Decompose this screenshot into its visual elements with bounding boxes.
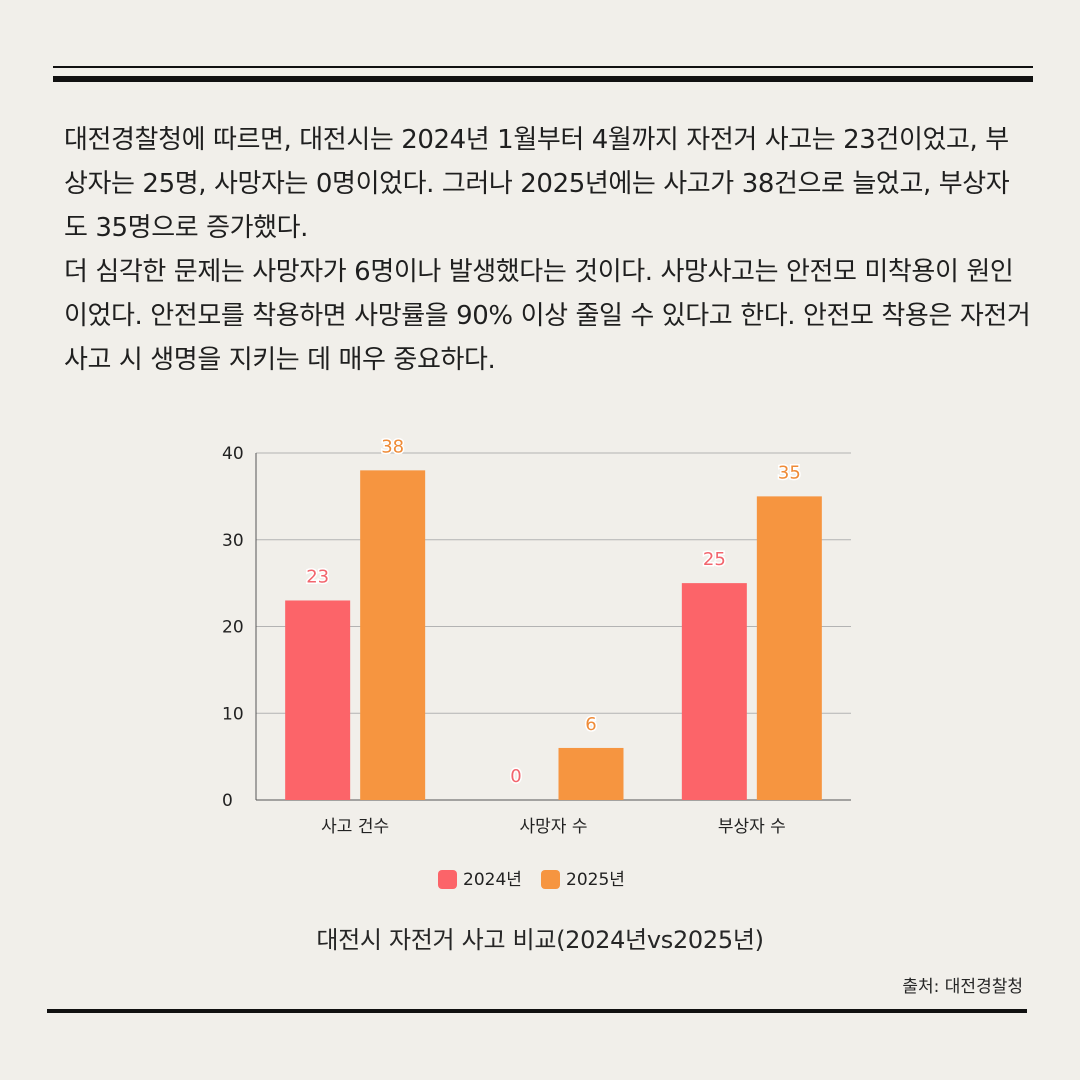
data-label: 23 — [306, 566, 329, 587]
bottom-rule — [47, 1009, 1027, 1013]
data-label: 25 — [703, 549, 726, 570]
article-body: 대전경찰청에 따르면, 대전시는 2024년 1월부터 4월까지 자전거 사고는… — [64, 118, 1032, 382]
x-tick-label: 사고 건수 — [321, 817, 389, 837]
bar — [360, 470, 426, 800]
bar — [285, 600, 351, 800]
y-tick-label: 40 — [222, 444, 244, 464]
data-label: 35 — [778, 462, 801, 483]
x-tick-label: 부상자 수 — [718, 817, 786, 837]
bar — [681, 583, 747, 800]
bar — [756, 496, 822, 800]
source-credit: 출처: 대전경찰청 — [902, 977, 1023, 997]
y-tick-label: 20 — [222, 618, 244, 638]
bar — [558, 747, 624, 800]
data-label: 6 — [585, 714, 596, 735]
legend-swatch — [438, 870, 457, 889]
x-tick-label: 사망자 수 — [520, 817, 588, 837]
legend-label: 2025년 — [566, 870, 625, 890]
data-label: 38 — [381, 436, 404, 457]
chart-title: 대전시 자전거 사고 비교(2024년vs2025년) — [316, 926, 764, 954]
data-label: 0 — [510, 766, 521, 787]
paragraph-1: 대전경찰청에 따르면, 대전시는 2024년 1월부터 4월까지 자전거 사고는… — [64, 125, 1010, 243]
top-rule-thick — [53, 76, 1033, 82]
y-tick-label: 0 — [222, 791, 233, 811]
y-tick-label: 10 — [222, 704, 244, 724]
paragraph-2: 더 심각한 문제는 사망자가 6명이나 발생했다는 것이다. 사망사고는 안전모… — [64, 257, 1031, 375]
legend-label: 2024년 — [463, 870, 522, 890]
legend-swatch — [541, 870, 560, 889]
top-rule-thin — [53, 66, 1033, 68]
y-tick-label: 30 — [222, 531, 244, 551]
